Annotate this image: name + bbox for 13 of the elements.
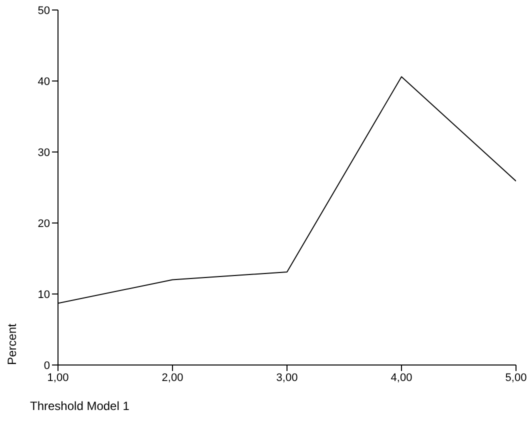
x-tick-label: 1,00 <box>47 372 69 384</box>
y-axis-title: Percent <box>5 322 19 365</box>
x-tick-label: 4,00 <box>390 372 412 384</box>
y-tick-label: 40 <box>38 76 50 88</box>
y-tick-label: 30 <box>38 146 50 159</box>
y-tick-label: 0 <box>44 360 50 372</box>
x-axis-title: Threshold Model 1 <box>30 399 130 413</box>
x-tick-label: 3,00 <box>276 372 298 384</box>
y-tick-label: 50 <box>38 4 50 17</box>
y-tick-label: 10 <box>38 288 50 301</box>
x-tick-label: 5,00 <box>505 372 527 384</box>
y-tick-label: 20 <box>38 218 50 230</box>
x-tick-label: 2,00 <box>162 372 184 384</box>
